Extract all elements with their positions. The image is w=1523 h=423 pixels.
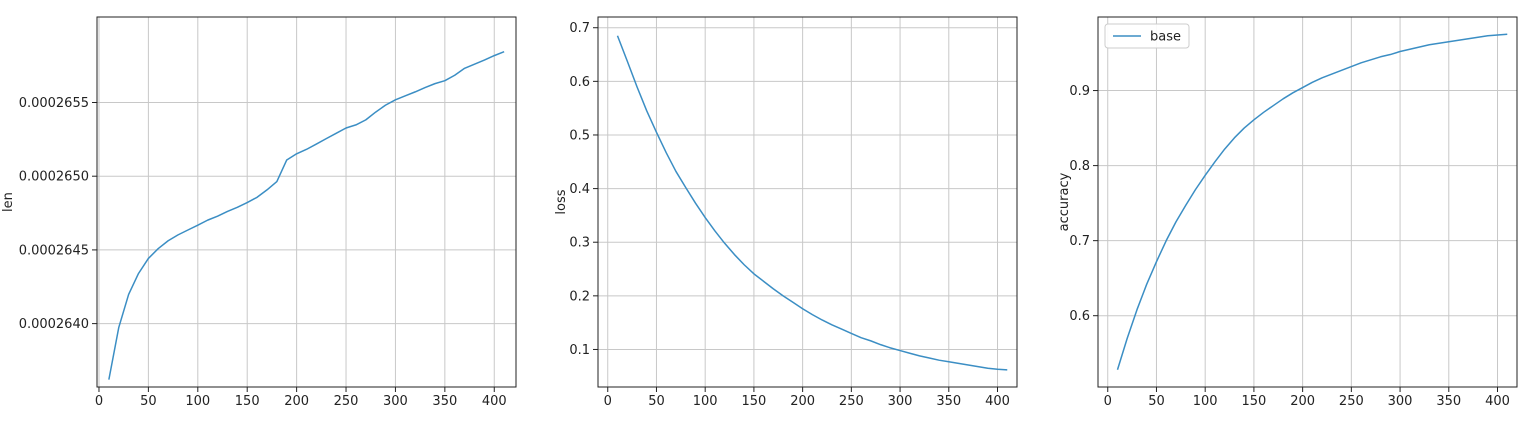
y-tick-label: 0.1 [569, 343, 590, 358]
x-tick-label: 0 [95, 394, 103, 409]
x-tick-label: 100 [185, 394, 210, 409]
x-tick-label: 0 [1104, 394, 1112, 409]
plot-frame [597, 16, 1018, 388]
plot-frame [96, 16, 517, 388]
y-tick-label: 0.0002640 [19, 317, 89, 332]
plot-frame [1097, 16, 1518, 388]
x-tick-label: 50 [648, 394, 665, 409]
y-axis-label: len [1, 192, 16, 212]
x-tick-label: 50 [1148, 394, 1165, 409]
x-tick-label: 350 [432, 394, 457, 409]
chart-len: 0 50 100 150 200 250 300 350 400 0.0002640 0.00026… [1, 16, 517, 409]
x-tick-label: 200 [790, 394, 815, 409]
x-tick-label: 350 [1436, 394, 1461, 409]
x-tick-label: 350 [936, 394, 961, 409]
legend-box [1104, 23, 1190, 49]
series-line-loss [616, 35, 1008, 371]
x-tick-label: 400 [482, 394, 507, 409]
x-tick-label: 250 [334, 394, 359, 409]
y-tick-label: 0.7 [569, 21, 590, 36]
chart-accuracy: 0 50 100 150 200 250 300 350 400 0.6 0.7 0.8 0.9 accu… [1057, 16, 1518, 409]
x-tick-label: 200 [1290, 394, 1315, 409]
y-tick-label: 0.5 [569, 128, 590, 143]
y-tick-label: 0.4 [569, 182, 590, 197]
x-tick-label: 300 [1388, 394, 1413, 409]
x-tick-label: 100 [1193, 394, 1218, 409]
x-tick-label: 150 [741, 394, 766, 409]
legend-entry: base [1150, 30, 1181, 45]
chart-loss: 0 50 100 150 200 250 300 350 400 0.1 0.2 0.3 0.4 0.5 0… [554, 16, 1018, 409]
series-line-len [108, 50, 505, 380]
x-tick-label: 150 [1241, 394, 1266, 409]
x-tick-label: 200 [284, 394, 309, 409]
x-tick-label: 250 [839, 394, 864, 409]
y-axis-label: accuracy [1057, 172, 1072, 231]
y-tick-label: 0.0002650 [19, 170, 89, 185]
x-tick-label: 400 [1485, 394, 1510, 409]
x-tick-label: 50 [140, 394, 157, 409]
x-tick-label: 150 [235, 394, 260, 409]
y-axis-label: loss [554, 189, 569, 214]
y-tick-label: 0.0002655 [19, 96, 89, 111]
x-tick-label: 300 [383, 394, 408, 409]
y-tick-label: 0.0002645 [19, 243, 89, 258]
series-line-base [1116, 33, 1508, 370]
y-tick-label: 0.8 [1069, 159, 1090, 174]
y-tick-label: 0.6 [569, 75, 590, 90]
y-tick-label: 0.3 [569, 236, 590, 251]
y-tick-label: 0.7 [1069, 234, 1090, 249]
y-tick-label: 0.6 [1069, 309, 1090, 324]
x-tick-label: 300 [888, 394, 913, 409]
legend: base [1104, 23, 1190, 49]
x-tick-label: 250 [1339, 394, 1364, 409]
y-tick-label: 0.9 [1069, 84, 1090, 99]
x-tick-label: 400 [985, 394, 1010, 409]
y-tick-label: 0.2 [569, 289, 590, 304]
x-tick-label: 100 [693, 394, 718, 409]
x-tick-label: 0 [604, 394, 612, 409]
